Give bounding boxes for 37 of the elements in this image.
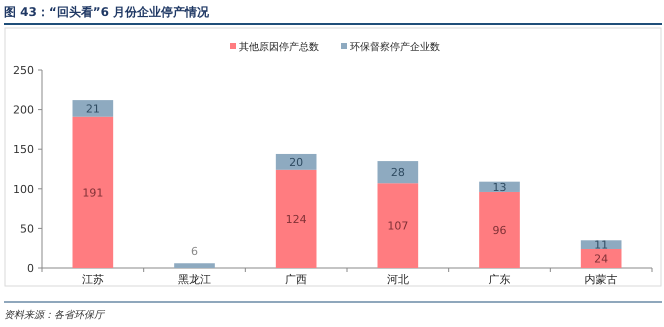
y-tick-label: 100 bbox=[13, 182, 34, 196]
bar bbox=[580, 248, 622, 268]
bar bbox=[72, 100, 114, 117]
y-tick-label: 250 bbox=[13, 64, 34, 77]
data-label: 191 bbox=[82, 186, 104, 200]
text: 资料来源：各省环保厅 bbox=[4, 309, 106, 321]
legend-label: 环保督察停产企业数 bbox=[350, 41, 440, 53]
x-tick-label: 广西 bbox=[285, 273, 308, 286]
x-tick-label: 内蒙古 bbox=[584, 273, 618, 286]
bar bbox=[378, 183, 418, 268]
bar bbox=[378, 161, 418, 184]
legend-label: 其他原因停产总数 bbox=[239, 41, 319, 53]
bar bbox=[276, 170, 316, 268]
data-label: 11 bbox=[594, 238, 608, 252]
data-label: 107 bbox=[387, 220, 408, 233]
bar bbox=[276, 154, 316, 170]
bar bbox=[72, 116, 114, 268]
x-tick-label: 黑龙江 bbox=[178, 273, 211, 286]
y-tick-label: 0 bbox=[27, 262, 34, 275]
data-label: 21 bbox=[86, 102, 100, 116]
data-label: 6 bbox=[191, 245, 198, 258]
x-tick-label: 广东 bbox=[488, 273, 510, 286]
y-tick-label: 50 bbox=[20, 222, 34, 236]
data-label: 24 bbox=[594, 252, 608, 266]
x-tick-label: 河北 bbox=[386, 273, 409, 286]
y-tick-label: 200 bbox=[13, 104, 34, 117]
bar bbox=[174, 263, 215, 268]
bar bbox=[479, 192, 520, 268]
y-tick-label: 150 bbox=[13, 143, 34, 156]
chart-title: 图 43：“回头看”6 月份企业停产情况 bbox=[4, 5, 210, 19]
data-label: 28 bbox=[390, 166, 405, 180]
x-tick-label: 江苏 bbox=[82, 273, 104, 286]
data-label: 20 bbox=[289, 156, 304, 169]
data-label: 13 bbox=[492, 180, 506, 194]
data-label: 124 bbox=[286, 212, 307, 226]
bar bbox=[479, 182, 520, 192]
data-label: 96 bbox=[492, 224, 506, 237]
